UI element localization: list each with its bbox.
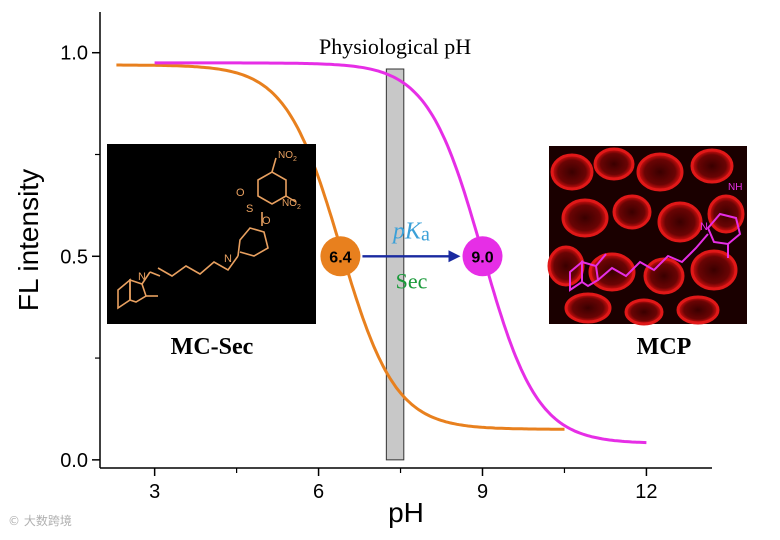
mcp-cell-image-inset: N NH bbox=[547, 146, 747, 326]
mc-sec-atom-o2: O bbox=[262, 215, 271, 227]
mc-sec-label: MC-Sec bbox=[171, 334, 254, 360]
mc-sec-atom-s: S bbox=[246, 203, 253, 215]
mc-sec-atom-o1: O bbox=[236, 187, 245, 199]
pka-shift-arrowhead bbox=[448, 250, 461, 263]
y-axis-title: FL intensity bbox=[13, 169, 44, 311]
y-tick-label-1.0: 1.0 bbox=[60, 43, 88, 65]
mcp-atom-nh: NH bbox=[728, 182, 742, 193]
y-tick-label-0.0: 0.0 bbox=[60, 450, 88, 472]
mc-sec-inset-background bbox=[107, 144, 316, 324]
mc-sec-atom-n2: N bbox=[224, 253, 232, 265]
sec-annotation: Sec bbox=[396, 268, 428, 293]
x-axis-title: pH bbox=[388, 497, 424, 528]
pka-marker-mc-sec bbox=[320, 236, 361, 277]
x-tick-label-6: 6 bbox=[313, 481, 324, 503]
cell-cluster bbox=[547, 147, 745, 326]
x-tick-label-9: 9 bbox=[477, 481, 488, 503]
pka-annotation: pKa bbox=[391, 218, 430, 245]
mc-sec-atom-n1: N bbox=[138, 271, 146, 283]
mcp-atom-n: N bbox=[700, 221, 708, 233]
x-tick-label-3: 3 bbox=[149, 481, 160, 503]
x-tick-label-12: 12 bbox=[635, 481, 657, 503]
watermark-text: © 大数跨境 bbox=[8, 514, 72, 528]
y-tick-label-0.5: 0.5 bbox=[60, 246, 88, 268]
pka-marker-mcp-label: 9.0 bbox=[471, 249, 493, 266]
series-line-mcp bbox=[154, 61, 647, 445]
pka-marker-mcp bbox=[462, 236, 503, 277]
mc-sec-no2-side: NO2 bbox=[282, 198, 301, 211]
pka-marker-mc-sec-label: 6.4 bbox=[329, 249, 351, 266]
physiological-ph-band bbox=[385, 68, 405, 461]
mc-sec-no2-top: NO2 bbox=[278, 150, 297, 163]
physiological-ph-label: Physiological pH bbox=[319, 34, 471, 59]
mc-sec-structure-inset: N N S O O NO2 NO2 bbox=[107, 144, 316, 324]
mcp-label: MCP bbox=[637, 334, 692, 360]
